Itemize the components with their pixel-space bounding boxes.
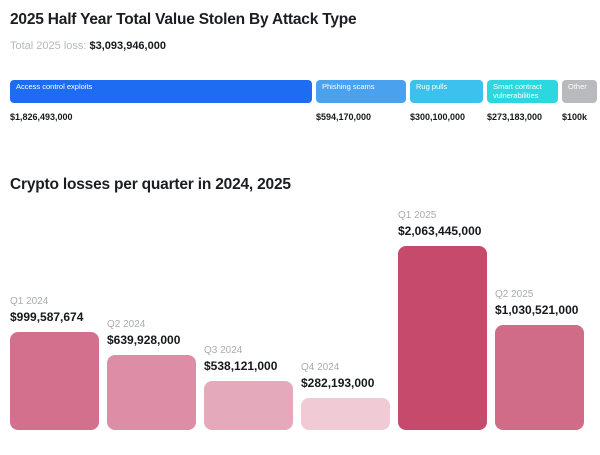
quarterly-bar-chart: Q1 2024 $999,587,674 Q2 2024 $639,928,000 Q3… bbox=[10, 205, 594, 430]
bar-group: Q1 2024 $999,587,674 bbox=[10, 295, 99, 430]
stack-segment-label: Smart contract vulnerabilities bbox=[493, 82, 542, 100]
attack-type-chart-section: 2025 Half Year Total Value Stolen By Att… bbox=[10, 10, 597, 123]
stack-segment: Smart contract vulnerabilities bbox=[487, 80, 558, 103]
stack-segment-value: $1,826,493,000 bbox=[10, 112, 73, 122]
total-loss-line: Total 2025 loss: $3,093,946,000 bbox=[10, 40, 597, 53]
stack-segment-column: Phishing scams $594,170,000 bbox=[316, 80, 406, 123]
bar-value-label: $1,030,521,000 bbox=[495, 303, 579, 317]
stack-segment-column: Access control exploits $1,826,493,000 bbox=[10, 80, 312, 123]
stack-segment-column: Smart contract vulnerabilities $273,183,0… bbox=[487, 80, 558, 123]
bar-group: Q3 2024 $538,121,000 bbox=[204, 344, 293, 430]
stack-segment-value: $594,170,000 bbox=[316, 112, 372, 122]
bar-rect bbox=[204, 381, 293, 430]
bar-group: Q2 2024 $639,928,000 bbox=[107, 318, 196, 430]
stack-segment-column: Other $100k bbox=[562, 80, 597, 123]
stack-segment-column: Rug pulls $300,100,000 bbox=[410, 80, 483, 123]
stack-segment: Phishing scams bbox=[316, 80, 406, 103]
bar-rect bbox=[10, 332, 99, 430]
bar-rect bbox=[107, 355, 196, 430]
stack-segment-value: $273,183,000 bbox=[487, 112, 543, 122]
bar-quarter-label: Q2 2025 bbox=[495, 289, 534, 300]
bar-value-label: $2,063,445,000 bbox=[398, 224, 482, 238]
stack-segment-label: Other bbox=[568, 82, 587, 91]
attack-type-title: 2025 Half Year Total Value Stolen By Att… bbox=[10, 11, 357, 28]
bar-quarter-label: Q1 2025 bbox=[398, 210, 437, 221]
bar-quarter-label: Q4 2024 bbox=[301, 362, 340, 373]
bar-group: Q1 2025 $2,063,445,000 bbox=[398, 209, 487, 430]
quarterly-title: Crypto losses per quarter in 2024, 2025 bbox=[10, 176, 291, 193]
bar-rect bbox=[398, 246, 487, 430]
bar-group: Q2 2025 $1,030,521,000 bbox=[495, 288, 584, 430]
stack-segment: Rug pulls bbox=[410, 80, 483, 103]
stack-segment-value: $100k bbox=[562, 112, 588, 122]
total-loss-label: Total 2025 loss: bbox=[10, 40, 87, 52]
bar-group: Q4 2024 $282,193,000 bbox=[301, 361, 390, 430]
bar-quarter-label: Q2 2024 bbox=[107, 319, 146, 330]
bar-rect bbox=[495, 325, 584, 430]
bar-value-label: $538,121,000 bbox=[204, 359, 278, 373]
stack-segment-label: Phishing scams bbox=[322, 82, 375, 91]
bar-value-label: $282,193,000 bbox=[301, 376, 375, 390]
bar-quarter-label: Q1 2024 bbox=[10, 296, 49, 307]
stack-segment: Other bbox=[562, 80, 597, 103]
bar-value-label: $639,928,000 bbox=[107, 333, 181, 347]
bar-value-label: $999,587,674 bbox=[10, 310, 84, 324]
stack-segment-label: Rug pulls bbox=[416, 82, 448, 91]
quarterly-chart-section: Crypto losses per quarter in 2024, 2025 … bbox=[10, 175, 597, 430]
total-loss-value: $3,093,946,000 bbox=[89, 40, 166, 52]
bar-rect bbox=[301, 398, 390, 430]
bar-quarter-label: Q3 2024 bbox=[204, 345, 243, 356]
stack-segment-label: Access control exploits bbox=[16, 82, 93, 91]
stack-segment: Access control exploits bbox=[10, 80, 312, 103]
stack-segment-value: $300,100,000 bbox=[410, 112, 466, 122]
stacked-bar-chart: Access control exploits $1,826,493,000 Phi… bbox=[10, 80, 597, 123]
